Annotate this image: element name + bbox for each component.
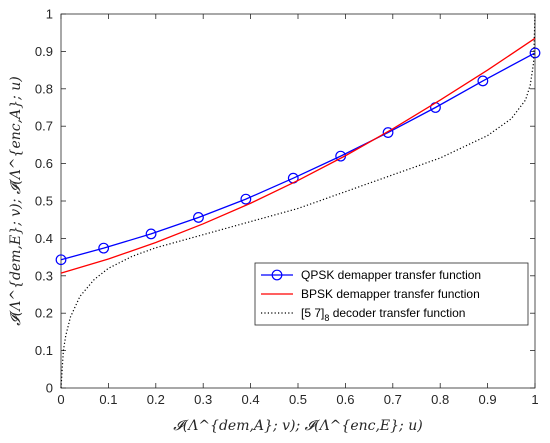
plot-area (60, 13, 536, 389)
y-tick-label: 0 (46, 381, 53, 396)
y-tick-label: 0.6 (35, 156, 53, 171)
series-line-1 (60, 52, 536, 261)
x-tick-label: 0.4 (242, 392, 260, 407)
legend-box (254, 262, 529, 326)
series-layer (55, 13, 541, 389)
legend-label: BPSK demapper transfer function (301, 287, 480, 301)
x-tick-label: 0.5 (289, 392, 307, 407)
x-tick-label: 1 (531, 392, 538, 407)
y-tick-label: 0.4 (35, 231, 53, 246)
series-marker (98, 242, 110, 254)
legend-marker (271, 269, 283, 281)
series-line-3 (60, 13, 536, 389)
x-tick-label: 0 (57, 392, 64, 407)
x-tick-label: 0.3 (194, 392, 212, 407)
x-tick-label: 0.1 (99, 392, 117, 407)
series-marker (477, 75, 489, 87)
x-tick-label: 0.6 (336, 392, 354, 407)
y-tick-label: 0.1 (35, 343, 53, 358)
legend-label: [5 7]8 decoder transfer function (301, 306, 465, 323)
axis-ticks: 0 0.1 0.2 0.3 0.4 0.5 0.6 0.7 0.8 0.9 1 0 0.1 0.2 0.3 0… (35, 7, 539, 408)
y-tick-label: 0.7 (35, 119, 53, 134)
series-marker (382, 127, 394, 138)
y-tick-label: 0.3 (35, 268, 53, 283)
plot-frame (60, 13, 536, 389)
series-marker (55, 254, 67, 266)
y-tick-label: 0.5 (35, 194, 53, 209)
y-tick-label: 0.2 (35, 306, 53, 321)
series-marker (240, 193, 252, 205)
series-line-2 (60, 37, 536, 274)
y-axis-label: 𝓘(Λ^{dem,E}; v); 𝓘(Λ^{enc,A}; u) (8, 76, 24, 325)
x-tick-label: 0.9 (479, 392, 497, 407)
x-tick-label: 0.8 (431, 392, 449, 407)
series-marker (145, 228, 157, 240)
series-marker (529, 47, 541, 59)
y-tick-label: 0.8 (35, 81, 53, 96)
y-tick-label: 0.9 (35, 44, 53, 59)
y-tick-label: 1 (46, 7, 53, 22)
legend-label: QPSK demapper transfer function (301, 268, 481, 282)
series-marker (193, 212, 204, 223)
x-tick-label: 0.2 (147, 392, 165, 407)
legend: QPSK demapper transfer function BPSK dema… (254, 262, 529, 326)
x-tick-label: 0.7 (384, 392, 402, 407)
x-axis-label: 𝓘(Λ^{dem,A}; v); 𝓘(Λ^{enc,E}; u) (173, 418, 422, 434)
